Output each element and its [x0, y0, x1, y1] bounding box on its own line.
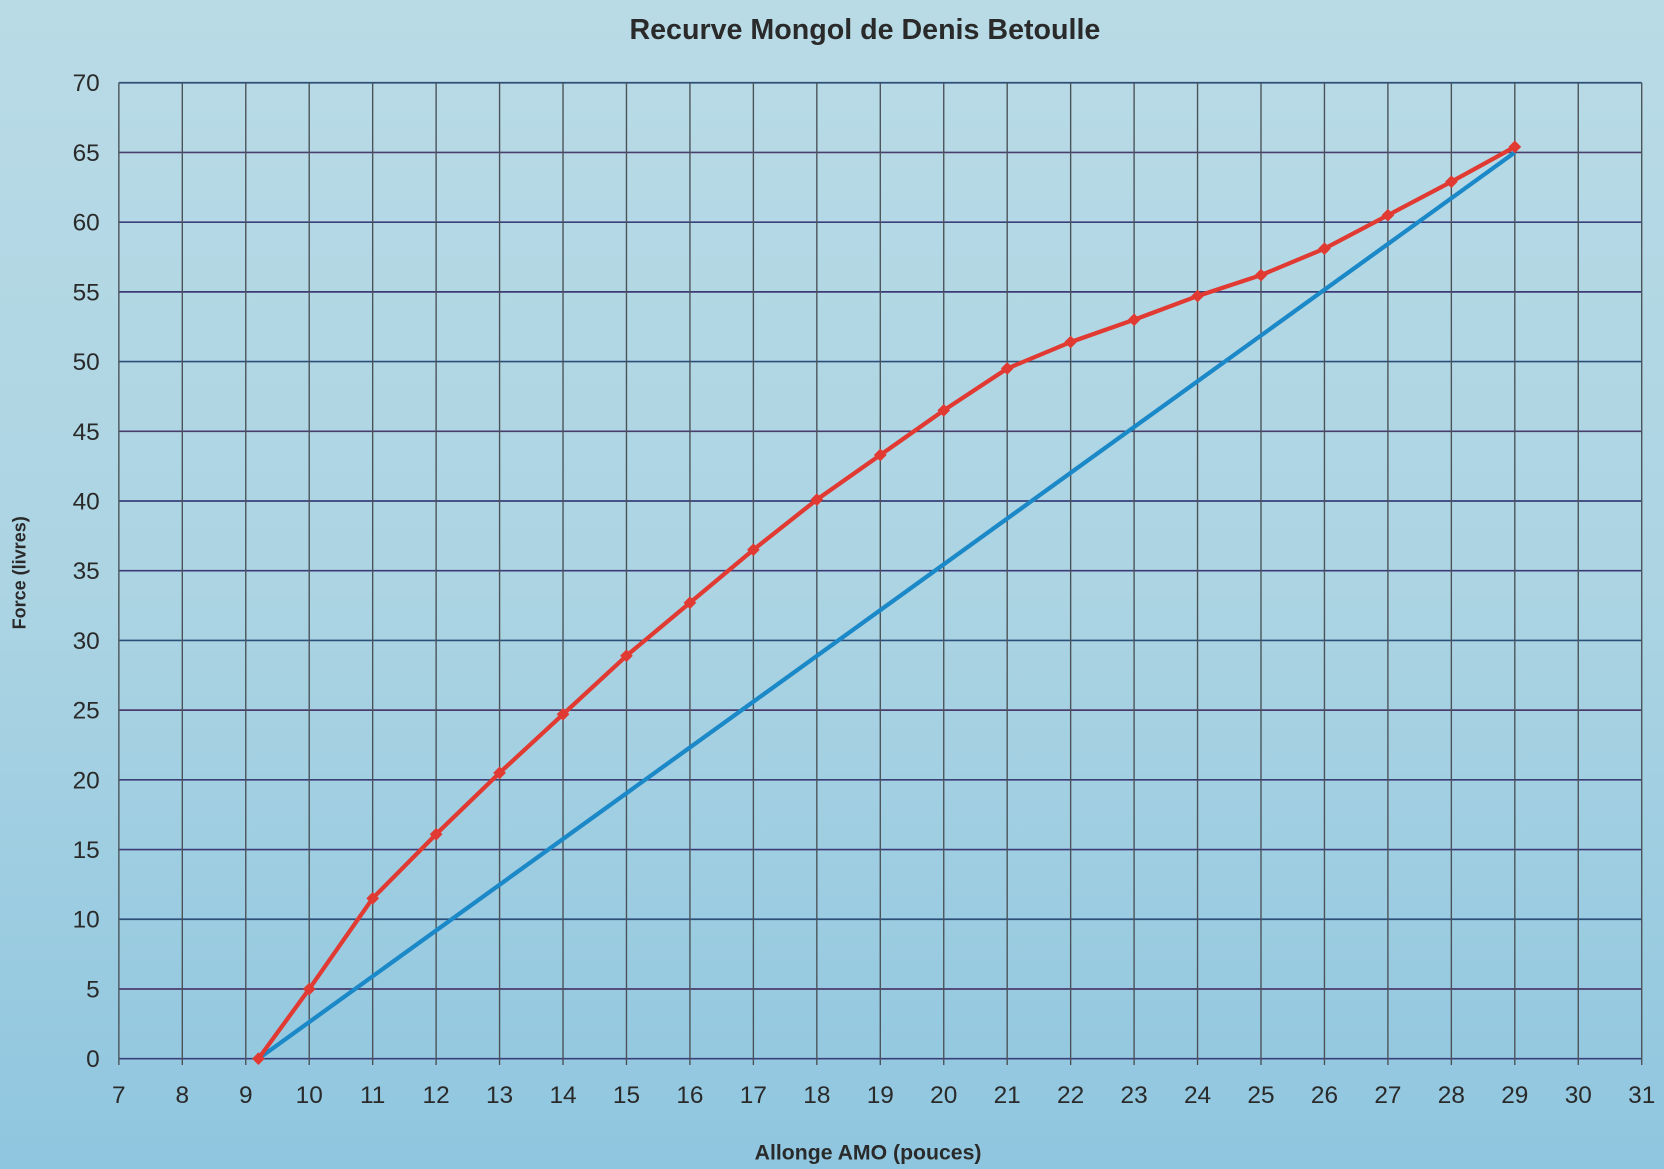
x-tick-label: 21	[994, 1082, 1021, 1109]
x-tick-label: 17	[740, 1082, 767, 1109]
x-tick-label: 24	[1184, 1082, 1211, 1109]
y-tick-label: 65	[73, 140, 100, 167]
x-tick-label: 26	[1311, 1082, 1338, 1109]
grid	[118, 81, 1643, 1066]
y-tick-label: 50	[73, 349, 100, 376]
x-tick-label: 11	[360, 1082, 385, 1109]
y-tick-label: 20	[73, 767, 100, 794]
x-tick-label: 18	[803, 1082, 830, 1109]
y-tick-label: 15	[73, 837, 100, 864]
x-axis-label: Allonge AMO (pouces)	[755, 1141, 982, 1164]
y-tick-label: 25	[73, 698, 100, 725]
data-point-marker	[1064, 335, 1078, 349]
data-point-marker	[1191, 289, 1204, 303]
y-tick-label: 40	[73, 488, 100, 515]
x-tick-label: 7	[112, 1082, 126, 1109]
series-group	[252, 140, 1522, 1066]
data-point-marker	[810, 493, 824, 506]
y-tick-label: 70	[73, 70, 100, 97]
y-tick-label: 0	[86, 1046, 100, 1073]
x-tick-label: 27	[1374, 1082, 1401, 1109]
y-tick-label: 55	[73, 279, 100, 306]
x-tick-label: 10	[296, 1082, 323, 1109]
data-point-marker	[1127, 313, 1141, 327]
x-tick-label: 28	[1438, 1082, 1465, 1109]
data-point-marker	[1508, 140, 1522, 154]
series-line	[257, 150, 1517, 1061]
x-tick-label: 22	[1057, 1082, 1084, 1109]
chart-title: Recurve Mongol de Denis Betoulle	[629, 14, 1100, 46]
data-point-marker	[1254, 268, 1268, 282]
x-tick-labels: 7 8 9 10 11 12 13 14 15 16 17 18 19 20 21 22 23 24 25 26 27 2…	[112, 1082, 1655, 1109]
x-tick-label: 20	[930, 1082, 957, 1109]
x-tick-label: 19	[867, 1082, 894, 1109]
data-point-marker	[937, 404, 951, 417]
x-tick-label: 31	[1628, 1082, 1655, 1109]
x-tick-label: 23	[1121, 1082, 1148, 1109]
y-tick-label: 10	[73, 907, 100, 934]
data-point-marker	[302, 982, 316, 996]
data-point-marker	[556, 707, 570, 721]
y-tick-labels: 0 5 10 15 20 25 30 35 40 45 50 55 60 65 70	[73, 70, 100, 1073]
x-tick-label: 12	[423, 1082, 450, 1109]
x-tick-label: 25	[1247, 1082, 1274, 1109]
y-tick-label: 30	[73, 628, 100, 655]
x-tick-label: 14	[549, 1082, 576, 1109]
x-tick-label: 29	[1501, 1082, 1528, 1109]
data-point-marker	[1000, 362, 1014, 375]
y-tick-label: 35	[73, 558, 100, 585]
x-tick-label: 9	[239, 1082, 253, 1109]
y-tick-label: 45	[73, 419, 100, 446]
x-tick-label: 13	[486, 1082, 513, 1109]
y-tick-label: 60	[73, 210, 100, 237]
x-tick-label: 15	[613, 1082, 640, 1109]
data-point-marker	[1381, 208, 1395, 222]
y-tick-label: 5	[86, 976, 100, 1003]
x-tick-label: 16	[676, 1082, 703, 1109]
data-point-marker	[429, 827, 443, 841]
x-tick-label: 8	[176, 1082, 190, 1109]
data-point-marker	[1318, 242, 1331, 256]
x-tick-label: 30	[1565, 1082, 1592, 1109]
y-axis-label: Force (livres)	[9, 516, 29, 629]
data-point-marker	[620, 649, 633, 663]
